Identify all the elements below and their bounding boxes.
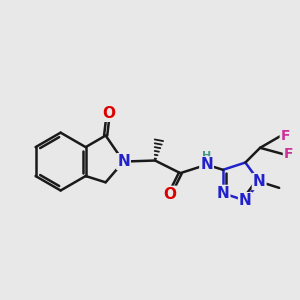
- Text: N: N: [117, 154, 130, 169]
- Text: O: O: [102, 106, 115, 121]
- Text: F: F: [280, 129, 290, 143]
- Text: N: N: [200, 157, 213, 172]
- Text: N: N: [217, 186, 230, 201]
- Text: H: H: [202, 151, 211, 161]
- Text: F: F: [284, 147, 293, 161]
- Text: N: N: [239, 193, 252, 208]
- Text: N: N: [253, 174, 266, 189]
- Text: O: O: [163, 187, 176, 202]
